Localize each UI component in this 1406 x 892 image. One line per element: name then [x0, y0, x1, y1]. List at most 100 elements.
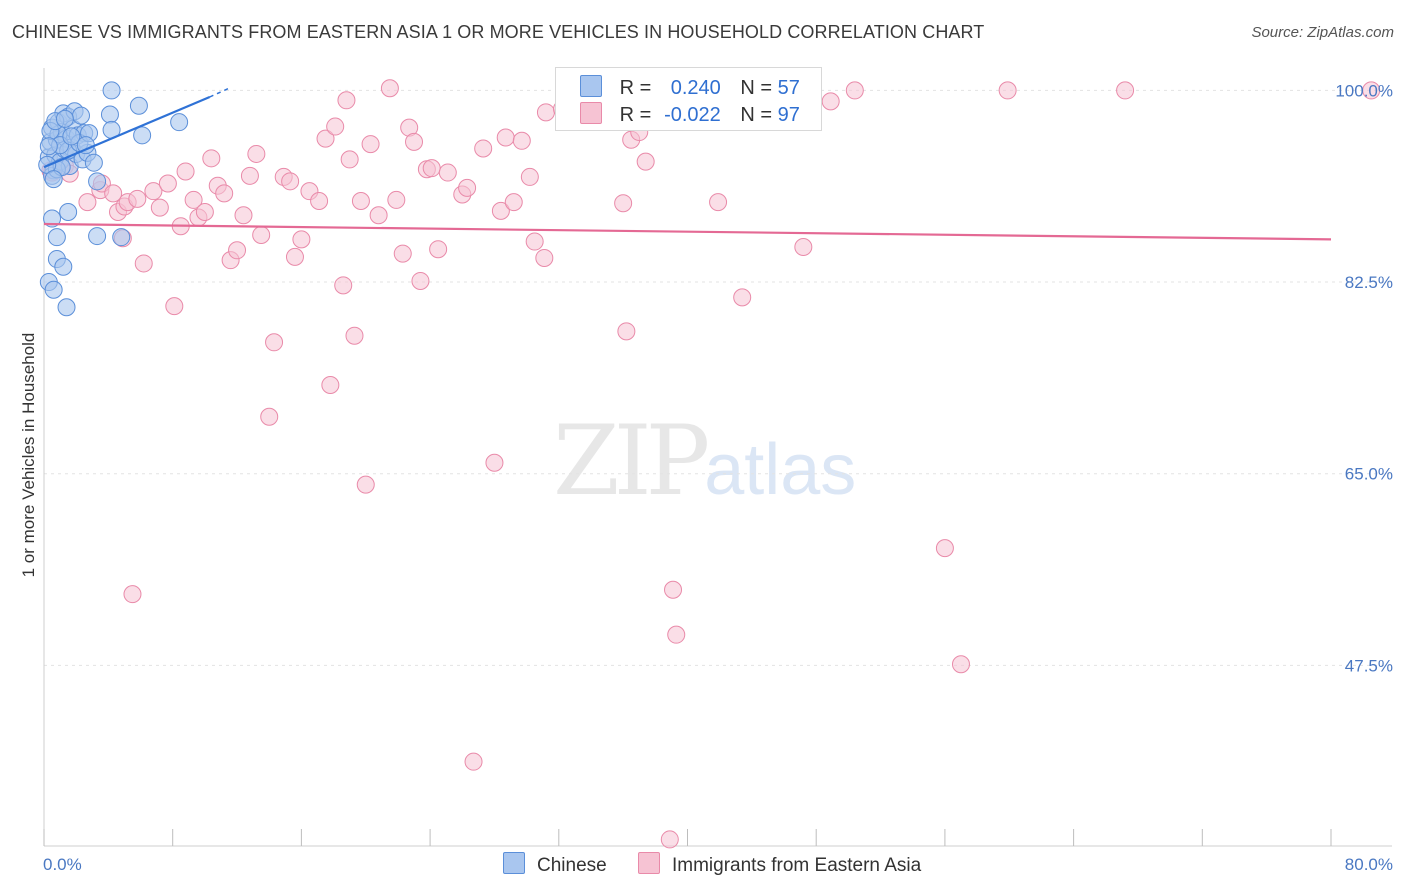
trend-lines — [43, 87, 1332, 241]
immigrants-point — [429, 240, 448, 259]
chinese-points — [38, 81, 189, 317]
legend-n-label: N = — [740, 77, 773, 99]
immigrants-point — [458, 178, 477, 197]
legend-item-chinese: Chinese — [503, 852, 607, 877]
immigrants-point — [536, 103, 555, 122]
immigrants-point — [345, 326, 364, 345]
y-tick-label: 100.0% — [1335, 81, 1393, 100]
legend-row-immigrants: R = -0.022 N = 97 — [580, 102, 800, 126]
chinese-trend-extension — [209, 87, 230, 98]
immigrants-point — [636, 152, 655, 171]
x-tick-label-min: 0.0% — [43, 855, 82, 874]
immigrants-point — [535, 248, 554, 267]
legend-n-value: 97 — [777, 104, 800, 126]
chinese-point — [170, 113, 189, 132]
immigrants-point — [337, 91, 356, 110]
immigrants-point — [411, 271, 430, 290]
immigrants-trend-line — [43, 222, 1332, 241]
chinese-point — [129, 96, 148, 115]
immigrants-point — [247, 144, 266, 163]
chinese-point — [88, 172, 107, 191]
immigrants-point — [184, 190, 203, 209]
chinese-point — [62, 127, 81, 146]
immigrants-point — [265, 333, 284, 352]
legend-label-chinese: Chinese — [537, 855, 607, 876]
immigrants-point — [998, 81, 1017, 100]
immigrants-point — [240, 166, 259, 185]
immigrants-point — [617, 322, 636, 341]
watermark-atlas: atlas — [704, 430, 857, 510]
immigrants-point — [667, 625, 686, 644]
immigrants-point — [664, 580, 683, 599]
immigrants-point — [158, 174, 177, 193]
immigrants-point — [1116, 81, 1135, 100]
legend-n-value: 57 — [777, 77, 800, 99]
immigrants-point — [512, 131, 531, 150]
legend-r-label: R = — [619, 77, 652, 99]
immigrants-point — [393, 244, 412, 263]
immigrants-point — [260, 407, 279, 426]
pink-swatch — [638, 852, 660, 874]
chinese-point — [43, 209, 62, 228]
immigrants-point — [951, 655, 970, 674]
immigrants-point — [281, 172, 300, 191]
watermark: ZIPatlas — [553, 405, 856, 517]
chinese-point — [44, 170, 63, 189]
immigrants-point — [228, 241, 247, 260]
immigrants-point — [202, 149, 221, 168]
chinese-point — [72, 106, 91, 125]
immigrants-point — [733, 288, 752, 307]
chinese-point — [57, 298, 76, 317]
chinese-point — [44, 280, 63, 299]
immigrants-point — [356, 475, 375, 494]
immigrants-point — [369, 206, 388, 225]
immigrants-point — [496, 128, 515, 147]
legend-n-label: N = — [740, 104, 773, 126]
y-tick-label: 47.5% — [1345, 656, 1393, 675]
immigrants-point — [78, 193, 97, 212]
immigrants-point — [491, 201, 510, 220]
blue-swatch — [503, 852, 525, 874]
pink-swatch — [580, 102, 602, 124]
chart-title: CHINESE VS IMMIGRANTS FROM EASTERN ASIA … — [12, 22, 985, 42]
immigrants-point — [935, 539, 954, 558]
immigrants-point — [821, 92, 840, 111]
immigrants-point — [104, 184, 123, 203]
immigrants-point — [215, 184, 234, 203]
immigrants-point — [361, 135, 380, 154]
immigrants-point — [134, 254, 153, 273]
legend-r-value: -0.022 — [664, 104, 721, 126]
immigrants-point — [234, 206, 253, 225]
source-label: Source: ZipAtlas.com — [1251, 24, 1394, 41]
chinese-point — [133, 126, 152, 145]
immigrants-point — [252, 225, 271, 244]
immigrants-point — [128, 189, 147, 208]
immigrants-point — [316, 129, 335, 148]
immigrants-point — [422, 159, 441, 178]
chinese-point — [47, 228, 66, 247]
legend-item-immigrants: Immigrants from Eastern Asia — [638, 852, 921, 877]
y-axis-label: 1 or more Vehicles in Household — [19, 333, 38, 578]
legend-label-immigrants: Immigrants from Eastern Asia — [672, 855, 922, 876]
immigrants-point — [525, 232, 544, 251]
immigrants-point — [464, 752, 483, 771]
chinese-point — [54, 257, 73, 276]
chinese-point — [100, 105, 119, 124]
chinese-point — [112, 228, 131, 247]
legend-r-label: R = — [619, 104, 652, 126]
tick-labels: 100.0% 82.5% 65.0% 47.5% 0.0% 80.0% — [43, 81, 1393, 874]
immigrants-point — [614, 194, 633, 213]
immigrants-point — [709, 193, 728, 212]
blue-swatch — [580, 75, 602, 97]
immigrants-point — [1362, 81, 1381, 100]
immigrants-point — [340, 150, 359, 169]
legend-row-chinese: R = 0.240 N = 57 — [580, 75, 800, 99]
immigrants-point — [150, 198, 169, 217]
immigrants-point — [794, 238, 813, 257]
immigrants-point — [144, 182, 163, 201]
legend-r-value: 0.240 — [670, 77, 721, 99]
immigrants-point — [660, 830, 679, 849]
chinese-point — [88, 227, 107, 246]
immigrants-point — [380, 79, 399, 98]
immigrants-point — [321, 375, 340, 394]
